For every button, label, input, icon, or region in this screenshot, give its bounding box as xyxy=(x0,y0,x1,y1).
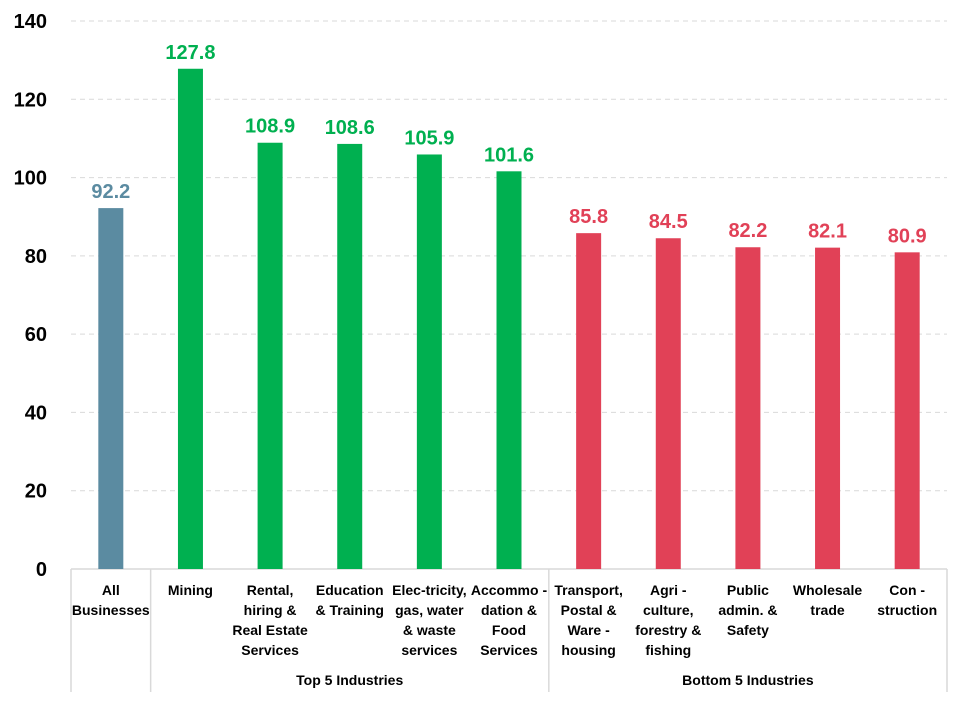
x-tick-label: Rental, xyxy=(247,582,294,598)
x-tick-label: & Training xyxy=(316,602,384,618)
bar xyxy=(655,238,681,569)
bar xyxy=(735,247,761,569)
x-tick-label: Agri - xyxy=(650,582,687,598)
x-tick-label: trade xyxy=(810,602,844,618)
x-tick-label: Businesses xyxy=(72,602,150,618)
x-tick-label: Elec-tricity, xyxy=(392,582,466,598)
data-label: 108.9 xyxy=(245,116,295,138)
data-label: 108.6 xyxy=(325,117,375,139)
x-tick-label: Transport, xyxy=(554,582,622,598)
x-tick-label: Safety xyxy=(727,622,769,638)
data-label: 105.9 xyxy=(404,127,454,149)
y-tick-label: 80 xyxy=(25,246,47,268)
x-tick-label: forestry & xyxy=(635,622,701,638)
bar xyxy=(177,68,203,570)
x-tick-label: Wholesale xyxy=(793,582,862,598)
bar xyxy=(576,233,602,569)
x-tick-label: culture, xyxy=(643,602,694,618)
x-tick-label: Food xyxy=(492,622,526,638)
data-label: 101.6 xyxy=(484,144,534,166)
data-label: 84.5 xyxy=(649,211,688,233)
x-tick-label: Real Estate xyxy=(232,622,308,638)
bar xyxy=(257,142,283,569)
data-label: 80.9 xyxy=(888,225,927,247)
bar xyxy=(337,143,363,569)
y-tick-label: 60 xyxy=(25,324,47,346)
x-tick-label: housing xyxy=(561,642,615,658)
x-tick-label: Public xyxy=(727,582,769,598)
x-tick-label: Services xyxy=(241,642,299,658)
y-tick-label: 120 xyxy=(14,89,47,111)
bar xyxy=(815,247,841,569)
x-tick-label: Mining xyxy=(168,582,213,598)
x-tick-label: hiring & xyxy=(244,602,297,618)
data-label: 82.2 xyxy=(728,220,767,242)
y-tick-label: 20 xyxy=(25,481,47,503)
group-label: Top 5 Industries xyxy=(296,672,403,688)
x-tick-label: services xyxy=(401,642,457,658)
y-tick-label: 0 xyxy=(36,559,47,581)
x-tick-label: Con - xyxy=(889,582,925,598)
x-tick-label: gas, water xyxy=(395,602,464,618)
bar xyxy=(496,171,522,569)
bar xyxy=(416,154,442,569)
group-label: Bottom 5 Industries xyxy=(682,672,814,688)
y-tick-label: 40 xyxy=(25,402,47,424)
x-tick-label: struction xyxy=(877,602,937,618)
x-tick-label: fishing xyxy=(645,642,691,658)
y-tick-label: 140 xyxy=(14,11,47,33)
x-tick-label: Education xyxy=(316,582,384,598)
data-label: 85.8 xyxy=(569,206,608,228)
x-tick-label: dation & xyxy=(481,602,537,618)
x-tick-label: Services xyxy=(480,642,538,658)
bar xyxy=(894,252,920,569)
x-tick-label: Ware - xyxy=(567,622,610,638)
data-label: 92.2 xyxy=(91,181,130,203)
x-tick-label: All xyxy=(102,582,120,598)
x-tick-label: admin. & xyxy=(718,602,777,618)
y-tick-label: 100 xyxy=(14,168,47,190)
x-tick-label: Accommo - xyxy=(471,582,548,598)
data-label: 82.1 xyxy=(808,221,847,243)
bar xyxy=(98,208,124,570)
x-tick-label: Postal & xyxy=(561,602,617,618)
x-tick-label: & waste xyxy=(403,622,456,638)
data-label: 127.8 xyxy=(165,42,215,64)
